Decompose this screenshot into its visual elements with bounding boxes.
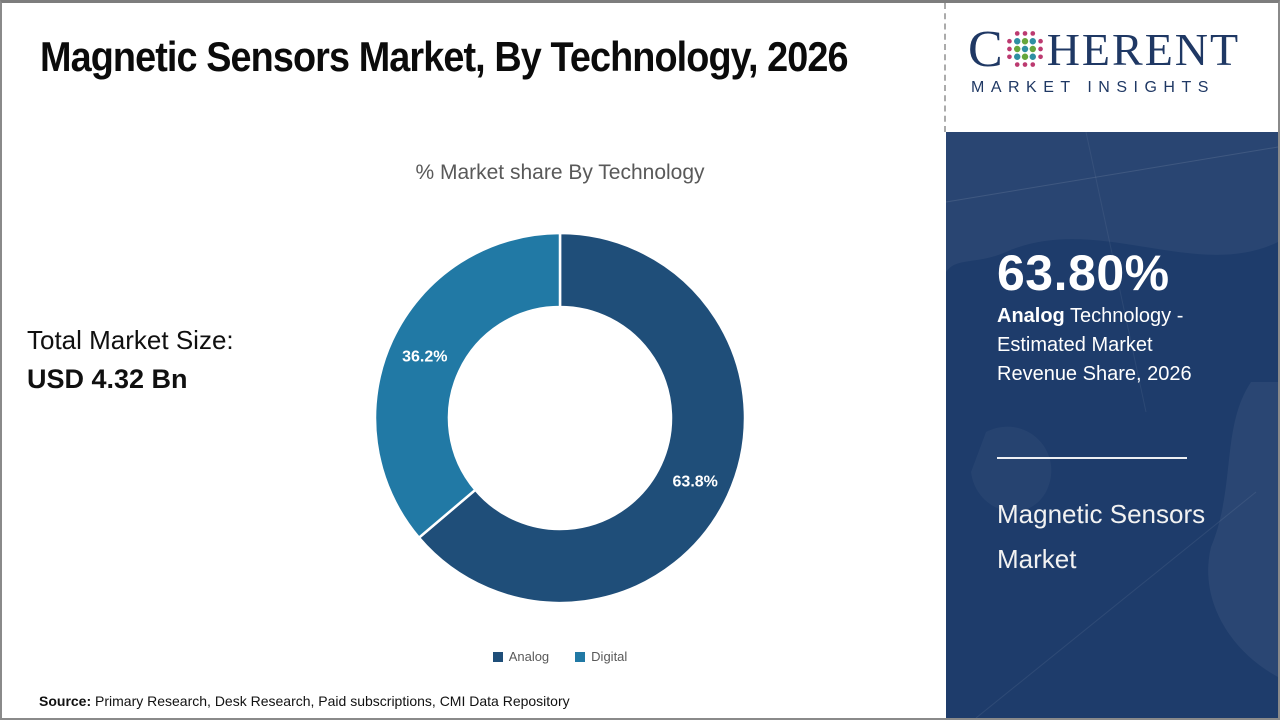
brand-subtitle: MARKET INSIGHTS xyxy=(971,79,1215,96)
highlight-description: Analog Technology - Estimated Market Rev… xyxy=(997,302,1229,389)
sidebar-divider-line xyxy=(997,457,1187,459)
legend-swatch-digital xyxy=(575,651,586,662)
total-market-size-label: Total Market Size: xyxy=(27,325,234,355)
brand-wordmark: C HERENT xyxy=(968,24,1268,76)
highlight-term: Analog xyxy=(997,305,1065,327)
brand-letter-c: C xyxy=(968,21,1003,78)
legend-label-analog: Analog xyxy=(508,649,550,664)
world-map-watermark xyxy=(946,132,1278,718)
source-note: Source: Primary Research, Desk Research,… xyxy=(39,693,570,709)
globe-dots-icon xyxy=(1006,31,1043,67)
source-text: Primary Research, Desk Research, Paid su… xyxy=(95,693,570,709)
donut-slice-analog xyxy=(417,231,747,605)
brand-logo: C HERENT MARKET INSIGHTS xyxy=(968,24,1268,97)
highlight-description-rest: Technology - Estimated Market Revenue Sh… xyxy=(997,305,1192,385)
donut-slice-digital xyxy=(373,231,562,540)
legend-item-analog: Analog xyxy=(492,649,550,664)
chart-legend: Analog Digital xyxy=(340,649,780,664)
legend-label-digital: Digital xyxy=(591,649,628,664)
legend-item-digital: Digital xyxy=(575,649,627,664)
slice-label-analog: 63.8% xyxy=(673,474,718,491)
header-divider xyxy=(944,3,946,132)
page-title: Magnetic Sensors Market, By Technology, … xyxy=(40,33,849,80)
report-title: Magnetic Sensors Market xyxy=(997,499,1206,574)
slice-label-digital: 36.2% xyxy=(402,348,447,365)
sidebar: 63.80% Analog Technology - Estimated Mar… xyxy=(946,132,1278,718)
total-market-size: Total Market Size: USD 4.32 Bn xyxy=(27,325,234,395)
highlight-percentage: 63.80% xyxy=(997,245,1170,301)
source-label: Source: xyxy=(39,693,92,709)
legend-swatch-analog xyxy=(492,651,503,662)
donut-chart: 63.8% 36.2% xyxy=(373,231,747,605)
brand-letters-rest: HERENT xyxy=(1046,24,1241,75)
chart-title: % Market share By Technology xyxy=(415,161,705,184)
total-market-size-value: USD 4.32 Bn xyxy=(27,364,188,394)
